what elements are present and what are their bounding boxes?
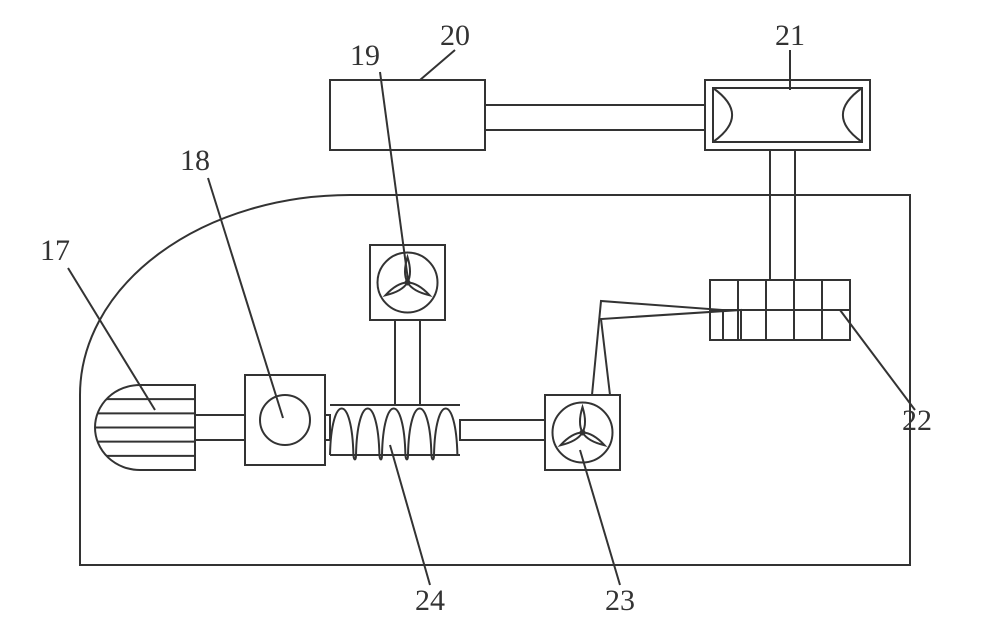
diagram-canvas: 17 18 19 20 21 22 23 24	[0, 0, 1000, 633]
label-17: 17	[40, 234, 70, 267]
component-20	[330, 80, 485, 150]
label-24: 24	[415, 584, 445, 617]
label-21: 21	[775, 19, 805, 52]
leader-line	[840, 310, 915, 410]
leader-line	[420, 50, 455, 80]
leader-line	[380, 72, 408, 280]
component-24-coil	[330, 409, 457, 460]
enclosure	[80, 195, 910, 565]
label-18: 18	[180, 144, 210, 177]
label-22: 22	[902, 404, 932, 437]
label-20: 20	[440, 19, 470, 52]
component-21	[705, 80, 870, 150]
label-19: 19	[350, 39, 380, 72]
label-23: 23	[605, 584, 635, 617]
component-18	[245, 375, 325, 465]
